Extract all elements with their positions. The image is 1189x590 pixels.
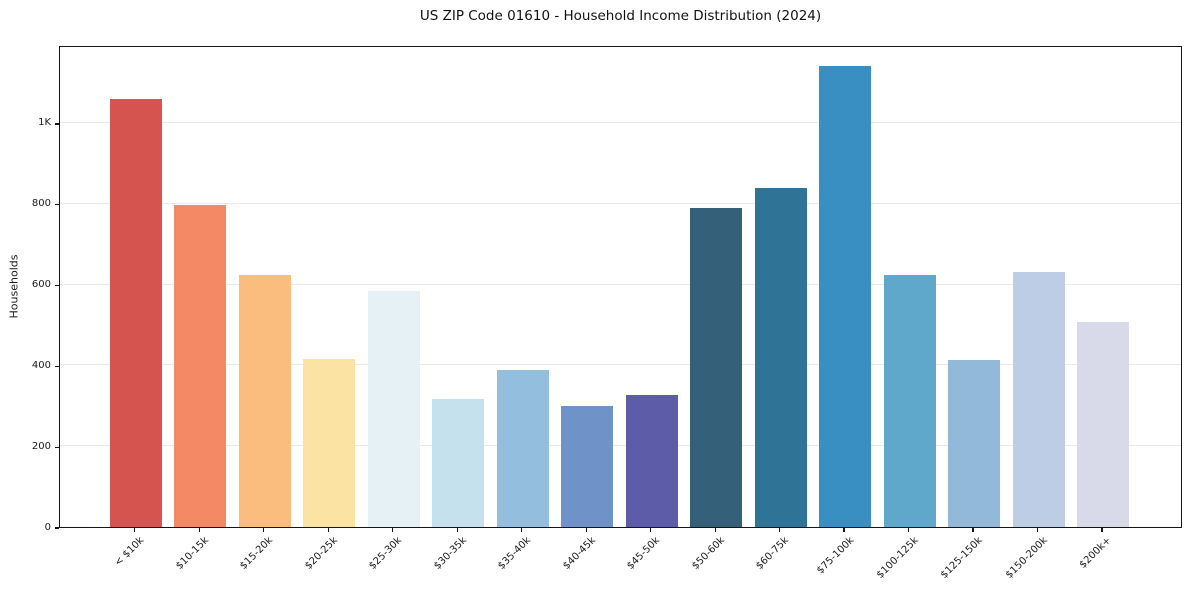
- gridline: [60, 121, 1181, 123]
- y-tick-label: 200: [31, 440, 51, 452]
- bar-$50-60k: [690, 207, 743, 527]
- bar-$20-25k: [303, 359, 356, 527]
- gridline: [60, 445, 1181, 447]
- bar-$10-15k: [174, 204, 227, 527]
- x-tick-mark: [714, 528, 716, 532]
- y-tick-mark: [55, 365, 59, 367]
- x-tick-mark: [263, 528, 265, 532]
- chart-title: US ZIP Code 01610 - Household Income Dis…: [419, 8, 822, 24]
- x-tick-mark: [779, 528, 781, 532]
- y-tick-label: 1K: [38, 117, 51, 129]
- bar-$15-20k: [238, 274, 291, 527]
- y-tick-label: 600: [31, 279, 51, 291]
- x-tick-mark: [650, 528, 652, 532]
- x-tick-mark: [392, 528, 394, 532]
- x-tick-mark: [907, 528, 910, 532]
- bar-$40-45k: [561, 405, 614, 527]
- gridline: [60, 364, 1181, 366]
- y-tick-mark: [55, 446, 59, 448]
- bar-$125-150k: [948, 360, 1001, 527]
- y-tick-mark: [55, 123, 59, 125]
- x-tick-mark: [1101, 528, 1103, 532]
- x-tick-mark: [521, 528, 523, 532]
- bar-$30-35k: [432, 398, 485, 527]
- y-tick-mark: [55, 527, 59, 529]
- bar-$45-50k: [625, 394, 678, 527]
- x-tick-mark: [972, 528, 974, 532]
- x-tick-mark: [1036, 528, 1039, 532]
- gridline: [60, 202, 1181, 204]
- x-tick-mark: [134, 528, 136, 532]
- bar-$150-200k: [1012, 271, 1065, 527]
- gridline: [60, 283, 1181, 285]
- x-tick-mark: [456, 528, 458, 532]
- bar-$25-30k: [367, 291, 420, 527]
- bar-$75-100k: [819, 66, 872, 527]
- bar-< $10k: [109, 98, 162, 527]
- x-tick-mark: [198, 528, 200, 532]
- y-tick-label: 800: [31, 198, 51, 210]
- y-tick-label: 400: [31, 359, 51, 371]
- bar-$100-125k: [883, 275, 936, 527]
- bar-$35-40k: [496, 370, 549, 527]
- x-tick-mark: [585, 528, 587, 532]
- y-tick-mark: [55, 204, 59, 206]
- bar-$60-75k: [754, 188, 807, 527]
- bar-$200k+: [1077, 322, 1130, 527]
- y-tick-mark: [55, 284, 59, 287]
- y-tick-label: 0: [44, 521, 51, 533]
- x-tick-mark: [843, 528, 845, 532]
- plot-area: [59, 46, 1182, 528]
- x-tick-mark: [327, 528, 329, 532]
